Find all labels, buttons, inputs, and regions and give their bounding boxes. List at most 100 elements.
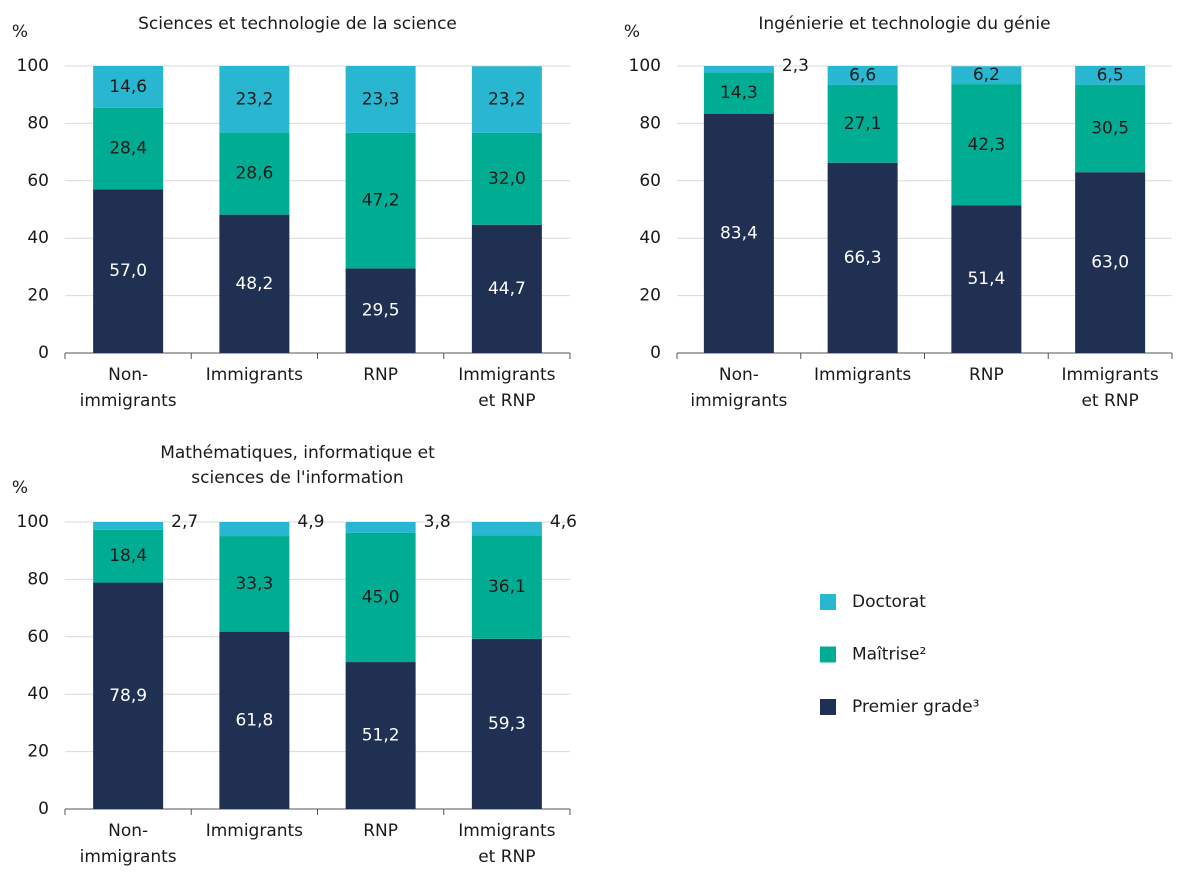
chart-title: Ingénierie et technologie du génie	[758, 14, 1050, 34]
bar-segment	[345, 132, 416, 269]
x-tick-label: Immigrants et RNP	[458, 365, 555, 411]
y-tick-label: 100	[629, 56, 661, 76]
x-tick-label: Non-immigrants	[80, 821, 177, 867]
bar-segment	[951, 84, 1022, 206]
y-tick-label: 100	[17, 56, 49, 76]
data-label: 29,5	[362, 301, 400, 321]
x-tick-label: Immigrants	[206, 365, 303, 385]
bar-segment	[219, 631, 290, 809]
data-label: 59,3	[488, 714, 526, 734]
y-tick-label: 80	[27, 569, 49, 589]
data-label: 28,6	[235, 164, 273, 184]
legend-swatch	[820, 594, 836, 610]
bar-segment	[345, 662, 416, 809]
legend-swatch	[820, 646, 836, 663]
bar-segment	[219, 536, 290, 632]
bar-segment	[345, 522, 416, 533]
y-tick-label: 80	[27, 113, 49, 133]
bar-segment	[471, 132, 542, 225]
y-tick-label: 20	[27, 286, 49, 306]
y-tick-label: 40	[27, 228, 49, 248]
y-tick-label: 80	[639, 113, 661, 133]
y-tick-label: 20	[27, 742, 49, 762]
data-label: 83,4	[720, 223, 758, 243]
y-tick-label: 60	[27, 171, 49, 191]
data-label: 36,1	[488, 577, 526, 597]
data-label: 47,2	[362, 191, 400, 211]
data-label: 57,0	[109, 261, 147, 281]
data-label: 30,5	[1091, 118, 1129, 138]
data-label: 2,7	[171, 512, 198, 532]
y-tick-label: 0	[650, 343, 661, 363]
legend-label: Maîtrise²	[852, 645, 926, 665]
y-axis-label: %	[12, 22, 28, 42]
bar-segment	[93, 107, 164, 190]
bar-segment	[219, 214, 290, 353]
bar-segment	[703, 72, 774, 114]
bar-segment	[471, 535, 542, 639]
bar-segment	[471, 522, 542, 536]
data-label: 78,9	[109, 686, 147, 706]
bar-segment	[827, 162, 898, 353]
x-tick-label: Non-immigrants	[80, 365, 177, 411]
x-tick-label: Immigrants	[206, 821, 303, 841]
data-label: 32,0	[488, 169, 526, 189]
data-label: 42,3	[967, 135, 1005, 155]
bar-segment	[93, 582, 164, 809]
data-label: 51,4	[967, 269, 1005, 289]
y-tick-label: 60	[27, 627, 49, 647]
bar-segment	[345, 268, 416, 353]
data-label: 28,4	[109, 139, 147, 159]
data-label: 4,9	[297, 512, 324, 532]
data-label: 14,6	[109, 77, 147, 97]
bar-segment	[703, 113, 774, 353]
bar-segment	[219, 132, 290, 215]
x-tick-label: RNP	[363, 365, 398, 385]
legend-swatch	[820, 699, 836, 715]
bar-segment	[471, 224, 542, 353]
x-tick-label: Immigrants et RNP	[1061, 365, 1158, 411]
y-tick-label: 40	[27, 684, 49, 704]
data-label: 23,2	[235, 89, 273, 109]
data-label: 2,3	[782, 56, 809, 76]
bar-segment	[951, 205, 1022, 353]
data-label: 48,2	[235, 274, 273, 294]
data-label: 44,7	[488, 279, 526, 299]
y-axis-label: %	[624, 22, 640, 42]
data-label: 66,3	[844, 248, 882, 268]
data-label: 14,3	[720, 83, 758, 103]
data-label: 51,2	[362, 726, 400, 746]
x-tick-label: Non-immigrants	[690, 365, 787, 411]
bar-segment	[93, 66, 164, 108]
data-label: 23,2	[488, 90, 526, 110]
data-label: 18,4	[109, 546, 147, 566]
y-tick-label: 0	[38, 343, 49, 363]
data-label: 27,1	[844, 114, 882, 134]
bar-segment	[345, 66, 416, 133]
y-tick-label: 20	[639, 286, 661, 306]
bar-segment	[1075, 172, 1146, 353]
bar-segment	[219, 66, 290, 133]
bar-segment	[93, 189, 164, 353]
bar-segment	[951, 66, 1022, 85]
y-tick-label: 60	[639, 171, 661, 191]
bar-segment	[827, 66, 898, 85]
bar-segment	[219, 522, 290, 537]
y-axis-label: %	[12, 478, 28, 498]
bar-segment	[471, 66, 542, 133]
chart-title: Mathématiques, informatique et sciences d…	[160, 443, 435, 488]
data-label: 61,8	[235, 710, 273, 730]
data-label: 33,3	[235, 574, 273, 594]
data-label: 6,5	[1097, 65, 1124, 85]
data-label: 3,8	[424, 512, 451, 532]
bar-segment	[93, 529, 164, 583]
bar-segment	[703, 66, 774, 73]
y-tick-label: 100	[17, 512, 49, 532]
legend-label: Premier grade³	[852, 697, 979, 717]
y-tick-label: 40	[639, 228, 661, 248]
bar-segment	[345, 532, 416, 663]
x-tick-label: Immigrants et RNP	[458, 821, 555, 867]
x-tick-label: RNP	[969, 365, 1004, 385]
data-label: 6,6	[849, 65, 876, 85]
